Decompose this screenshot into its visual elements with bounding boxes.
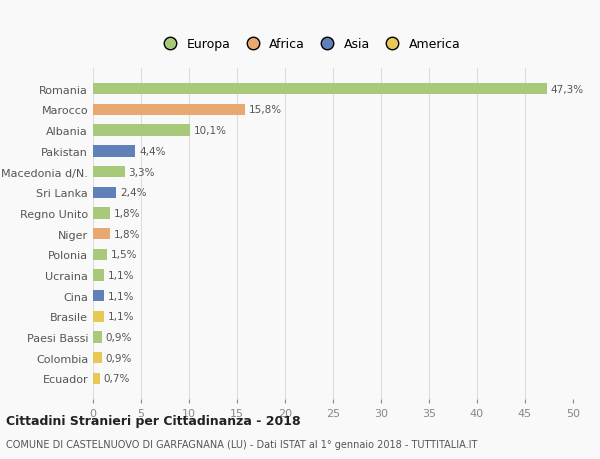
- Text: 1,1%: 1,1%: [107, 270, 134, 280]
- Text: 1,1%: 1,1%: [107, 291, 134, 301]
- Text: 1,1%: 1,1%: [107, 312, 134, 322]
- Text: 4,4%: 4,4%: [139, 146, 166, 157]
- Text: 0,9%: 0,9%: [106, 332, 132, 342]
- Bar: [93, 291, 104, 302]
- Bar: [93, 270, 104, 281]
- Text: 47,3%: 47,3%: [551, 84, 584, 95]
- Text: 1,8%: 1,8%: [114, 208, 140, 218]
- Legend: Europa, Africa, Asia, America: Europa, Africa, Asia, America: [152, 33, 466, 56]
- Bar: [93, 353, 101, 364]
- Text: 15,8%: 15,8%: [248, 105, 281, 115]
- Bar: [93, 187, 116, 198]
- Bar: [93, 208, 110, 219]
- Text: 1,5%: 1,5%: [111, 250, 138, 260]
- Bar: [93, 105, 245, 116]
- Bar: [93, 146, 135, 157]
- Bar: [93, 311, 104, 322]
- Text: Cittadini Stranieri per Cittadinanza - 2018: Cittadini Stranieri per Cittadinanza - 2…: [6, 414, 301, 428]
- Text: COMUNE DI CASTELNUOVO DI GARFAGNANA (LU) - Dati ISTAT al 1° gennaio 2018 - TUTTI: COMUNE DI CASTELNUOVO DI GARFAGNANA (LU)…: [6, 440, 478, 449]
- Text: 2,4%: 2,4%: [120, 188, 146, 198]
- Text: 0,9%: 0,9%: [106, 353, 132, 363]
- Text: 10,1%: 10,1%: [194, 126, 227, 136]
- Bar: [93, 84, 547, 95]
- Text: 1,8%: 1,8%: [114, 229, 140, 239]
- Bar: [93, 249, 107, 260]
- Bar: [93, 229, 110, 240]
- Bar: [93, 167, 125, 178]
- Text: 0,7%: 0,7%: [104, 374, 130, 384]
- Bar: [93, 373, 100, 384]
- Text: 3,3%: 3,3%: [128, 167, 155, 177]
- Bar: [93, 332, 101, 343]
- Bar: [93, 125, 190, 136]
